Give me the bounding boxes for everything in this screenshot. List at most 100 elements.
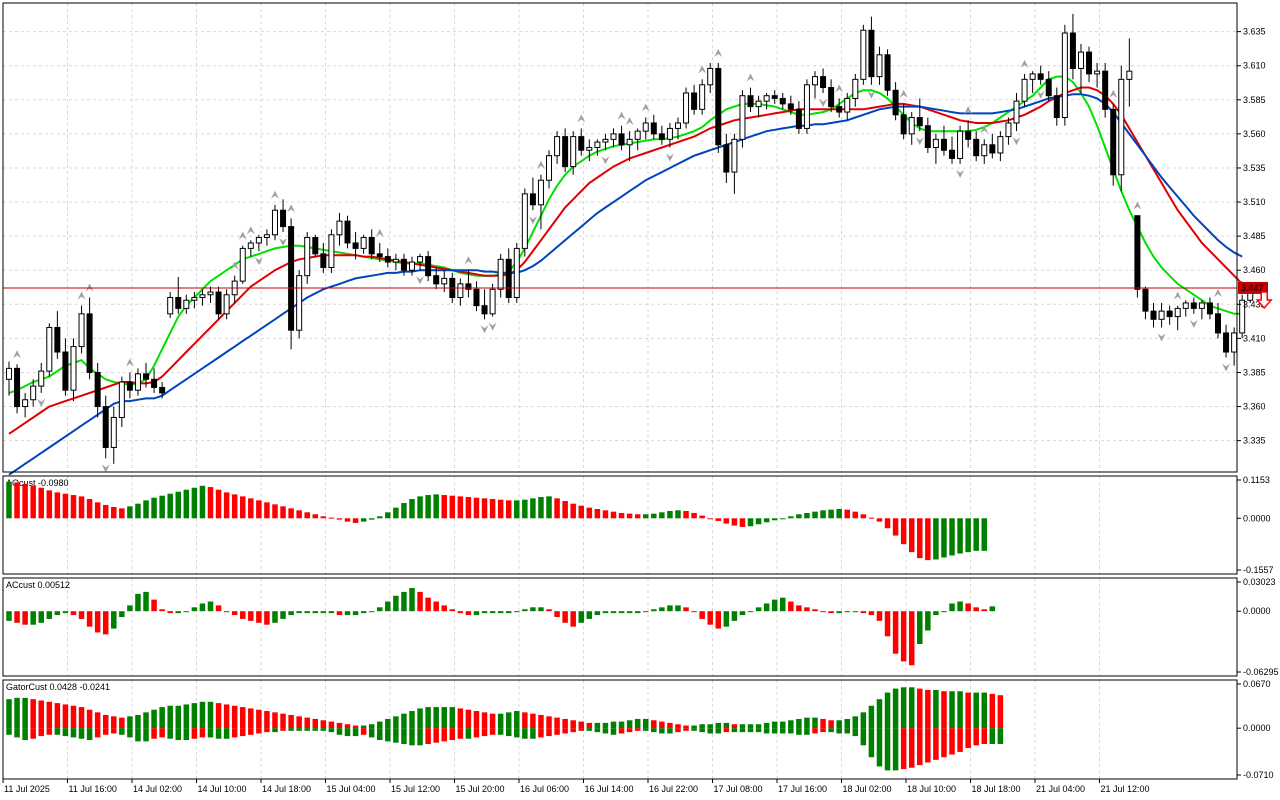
gator-lower-bar xyxy=(248,728,254,735)
histogram-bar xyxy=(618,611,625,614)
histogram-bar xyxy=(336,611,343,616)
histogram-bar xyxy=(578,611,585,623)
candle-body xyxy=(562,136,569,168)
fractal-down-icon xyxy=(867,90,876,99)
histogram-bar xyxy=(514,611,520,613)
histogram-bar xyxy=(505,611,512,614)
histogram-bar xyxy=(199,603,206,612)
candle-body xyxy=(376,253,383,258)
histogram-bar xyxy=(538,497,544,519)
candle-body xyxy=(1158,310,1165,320)
histogram-bar xyxy=(22,611,28,625)
histogram-bar xyxy=(223,611,230,613)
histogram-bar xyxy=(780,597,786,612)
histogram-bar xyxy=(618,512,625,519)
histogram-bar xyxy=(707,518,713,520)
histogram-bar xyxy=(731,518,738,526)
histogram-bar xyxy=(981,518,988,551)
moving-average-line-2 xyxy=(8,93,1243,476)
gator-lower-bar xyxy=(949,728,955,755)
fractal-up-icon xyxy=(464,256,473,265)
histogram-bar xyxy=(715,611,722,629)
candle-body xyxy=(62,351,69,391)
gator-upper-bar xyxy=(304,717,310,729)
histogram-bar xyxy=(973,607,979,612)
histogram-bar xyxy=(417,496,423,519)
gator-lower-bar xyxy=(111,728,117,734)
fractal-up-icon xyxy=(625,117,634,126)
gator-upper-bar xyxy=(385,718,391,729)
gator-lower-bar xyxy=(602,728,609,734)
price-tick-label: 3.335 xyxy=(1243,436,1266,446)
histogram-bar xyxy=(167,611,173,614)
gator-lower-bar xyxy=(215,728,222,739)
fractal-up-icon xyxy=(287,204,296,213)
gator-upper-bar xyxy=(957,691,963,729)
gator-lower-bar xyxy=(489,728,496,735)
ao-histogram xyxy=(6,481,988,561)
gator-lower-bar xyxy=(667,728,673,734)
histogram-bar xyxy=(908,518,915,553)
gator-lower-bar xyxy=(86,728,93,741)
gator-upper-bar xyxy=(989,693,996,729)
candle-body xyxy=(1142,288,1149,312)
price-tick-label: 3.410 xyxy=(1243,333,1266,343)
gator-lower-bar xyxy=(917,728,923,766)
candle-body xyxy=(610,133,617,140)
candle-body xyxy=(715,67,722,146)
time-tick-label: 11 Jul 2025 xyxy=(4,784,50,794)
gator-upper-bar xyxy=(788,720,794,729)
time-axis: 11 Jul 2025 11 Jul 16:00 14 Jul 02:00 14 Ju… xyxy=(2,779,1150,794)
gator-upper-bar xyxy=(481,712,488,729)
fractal-down-icon xyxy=(601,156,610,165)
gator-upper-bar xyxy=(78,707,85,729)
gator-lower-bar xyxy=(167,728,173,739)
histogram-bar xyxy=(175,491,182,519)
histogram-bar xyxy=(481,498,488,519)
histogram-bar xyxy=(296,611,302,614)
gator-lower-bar xyxy=(481,728,488,737)
histogram-bar xyxy=(231,494,238,519)
candle-body xyxy=(924,125,931,149)
indicator-tick-label: 0.0000 xyxy=(1243,606,1271,616)
candle-body xyxy=(1029,73,1036,80)
histogram-bar xyxy=(683,510,689,519)
candle-body xyxy=(465,283,472,290)
candle-body xyxy=(513,247,520,298)
gator-lower-bar xyxy=(626,728,633,733)
candle-body xyxy=(489,288,496,315)
gator-upper-bar xyxy=(248,708,254,729)
gator-upper-bar xyxy=(505,712,512,729)
histogram-bar xyxy=(207,487,214,519)
histogram-bar xyxy=(449,609,456,612)
candle-body xyxy=(803,84,810,129)
gator-lower-bar xyxy=(336,728,343,735)
candle-body xyxy=(263,234,270,238)
histogram-bar xyxy=(917,611,923,645)
gator-upper-bar xyxy=(586,722,593,729)
price-tick-label: 3.485 xyxy=(1243,231,1266,241)
histogram-bar xyxy=(884,611,891,637)
gator-panel[interactable]: GatorCust 0.0428 -0.0241 0.0670 0.0000 -0.… xyxy=(6,679,1274,780)
ao-panel[interactable]: AOcust -0.0980 0.1153 0.0000 -0.1557 xyxy=(6,475,1274,575)
candle-body xyxy=(787,103,794,110)
candle-body xyxy=(1118,78,1125,176)
indicator-tick-label: -0.1557 xyxy=(1243,565,1274,575)
histogram-bar xyxy=(570,611,576,627)
candle-body xyxy=(38,370,45,387)
candle-body xyxy=(118,381,125,418)
candle-body xyxy=(586,147,593,151)
gator-lower-bar xyxy=(659,728,665,734)
gator-upper-bar xyxy=(538,714,544,729)
histogram-bar xyxy=(489,611,496,614)
gator-upper-bar xyxy=(465,709,472,729)
ac-panel[interactable]: ACcust 0.00512 0.03023 0.0000 -0.06295 xyxy=(6,577,1279,677)
gator-upper-bar xyxy=(272,712,278,729)
gator-lower-bar xyxy=(739,728,746,733)
price-panel[interactable]: 3.635 3.610 3.585 3.560 3.535 3.510 3.485 3.460… xyxy=(3,13,1273,476)
candle-body xyxy=(916,117,923,127)
price-tick-label: 3.535 xyxy=(1243,163,1266,173)
candle-body xyxy=(134,373,141,391)
gator-lower-bar xyxy=(554,728,560,735)
